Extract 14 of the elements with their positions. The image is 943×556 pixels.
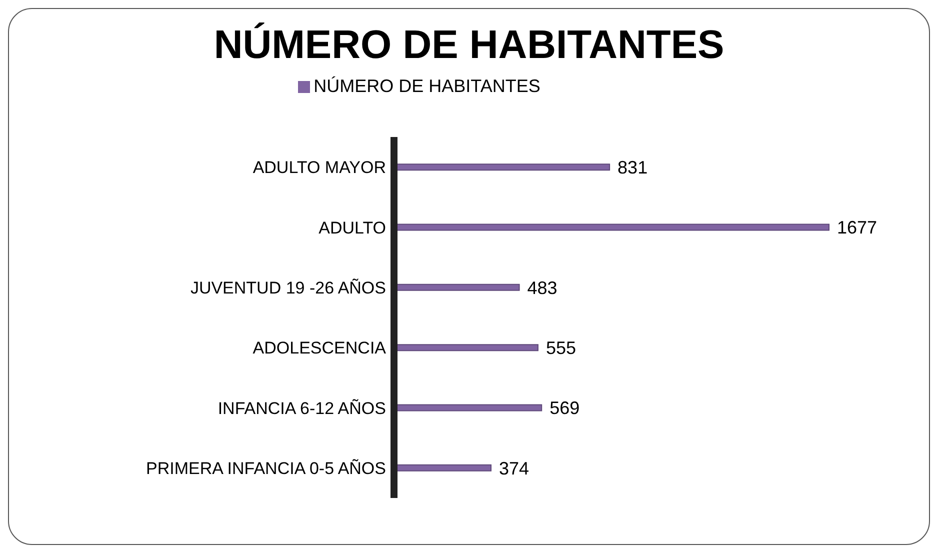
y-tick-label: INFANCIA 6-12 AÑOS (218, 398, 386, 418)
data-label: 483 (527, 278, 558, 298)
data-label: 555 (546, 338, 576, 358)
data-label: 1677 (837, 218, 878, 238)
data-label: 831 (618, 157, 648, 178)
y-tick-label: ADOLESCENCIA (252, 338, 387, 358)
legend-label: NÚMERO DE HABITANTES (314, 76, 540, 96)
data-label: 569 (550, 398, 580, 418)
y-tick-label: ADULTO MAYOR (252, 158, 386, 178)
y-tick-label: ADULTO (318, 218, 386, 238)
y-tick-label: PRIMERA INFANCIA 0-5 AÑOS (146, 458, 386, 478)
chart-title: NÚMERO DE HABITANTES (212, 23, 726, 68)
data-label: 374 (499, 458, 530, 478)
y-tick-label: JUVENTUD 19 -26 AÑOS (190, 278, 386, 298)
